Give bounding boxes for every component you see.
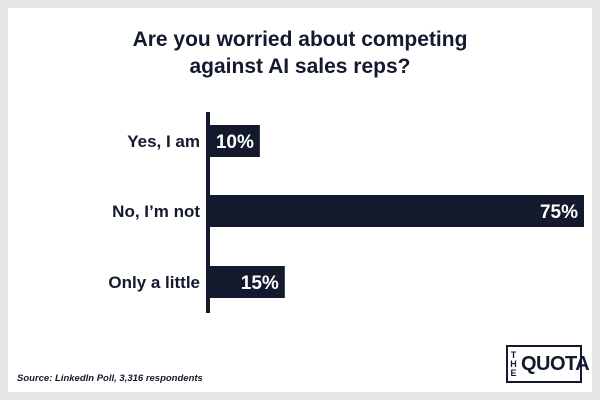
category-label: Yes, I am [127, 132, 200, 151]
category-label: No, I’m not [112, 202, 200, 221]
category-label: Only a little [108, 273, 200, 292]
value-label: 75% [540, 202, 578, 223]
logo-the-text: THE [510, 350, 517, 378]
source-note: Source: LinkedIn Poll, 3,316 respondents [17, 373, 203, 384]
chart-title-line-1: Are you worried about competing [132, 28, 468, 51]
bar [210, 125, 260, 157]
the-quota-logo: THE QUOTA [506, 345, 590, 383]
bar [210, 266, 285, 298]
logo-quota-text: QUOTA [521, 353, 590, 375]
chart-title: Are you worried about competing against … [0, 26, 600, 80]
value-label: 15% [241, 273, 279, 294]
chart-title-line-2: against AI sales reps? [189, 55, 411, 78]
y-axis-line [206, 112, 210, 313]
value-label: 10% [216, 132, 254, 153]
bar [210, 195, 584, 227]
